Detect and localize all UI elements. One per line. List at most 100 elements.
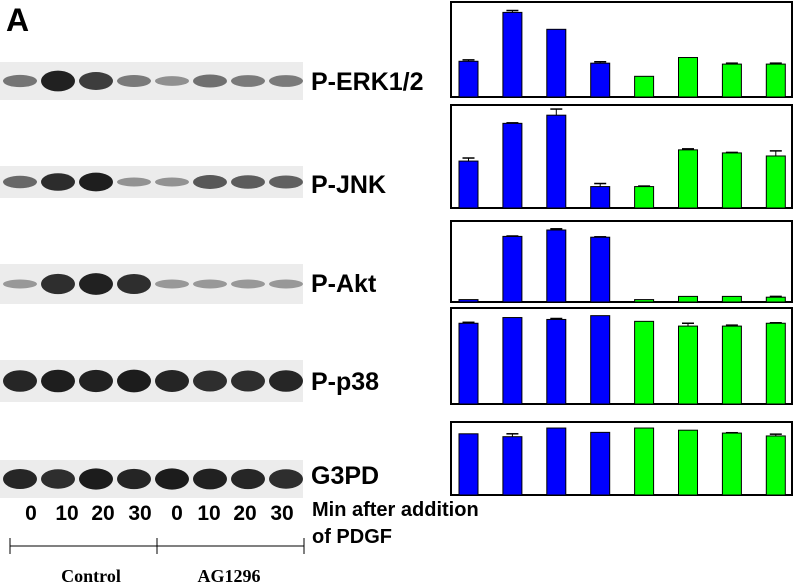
chart-frame-p-jnk [450,104,793,209]
blot-band-g3pd-1 [41,469,75,489]
bar-p-p38-ag1296-0 [634,320,655,405]
error-bar-p-akt-7 [769,295,782,298]
panel-letter: A [6,2,30,38]
time-label-ag1296-30: 30 [270,502,294,525]
error-bar-p-jnk-6 [725,151,738,154]
blot-band-p-akt-5 [193,279,227,289]
blot-band-p-jnk-2 [79,172,113,192]
x-caption-line-2: of PDGF [312,526,392,548]
bar-p-p38-ag1296-30 [765,322,786,405]
time-label-ag1296-20: 20 [233,502,257,525]
blot-strip-p-akt [0,264,303,304]
label-p-akt: P-Akt [311,270,377,298]
blot-band-p-p38-3 [117,369,151,393]
error-bar-p-jnk-0 [462,157,475,162]
error-bar-p-p38-0 [462,321,475,324]
blot-band-p-p38-2 [79,369,113,393]
bar-g3pd-control-30 [590,431,611,496]
blot-band-g3pd-7 [269,469,303,489]
bar-p-erk1-2-ag1296-10 [678,57,698,98]
x-caption-line-1: Min after addition [312,499,479,521]
blot-band-p-akt-1 [41,273,75,295]
error-bar-p-erk1-2-6 [725,62,738,65]
chart-p-erk [450,1,793,98]
bar-g3pd-ag1296-10 [678,429,698,496]
bar-p-erk1-2-control-20 [546,28,567,98]
error-bar-p-erk1-2-0 [462,59,475,62]
label-p-p38: P-p38 [311,368,380,396]
time-label-ag1296-0: 0 [171,502,183,525]
blot-band-p-akt-2 [79,273,113,295]
chart-p-p38 [450,307,793,405]
bar-p-erk1-2-control-0 [458,60,479,98]
chart-frame-g3pd [450,421,793,496]
error-bar-p-erk1-2-7 [769,62,782,65]
error-bar-p-jnk-5 [682,148,694,150]
bar-p-p38-control-30 [590,315,611,405]
blot-band-p-p38-6 [231,370,265,392]
error-bar-p-jnk-1 [506,122,519,124]
blot-band-p-akt-7 [269,279,303,289]
blot-band-p-akt-0 [3,279,37,289]
blot-band-g3pd-5 [193,468,227,490]
bar-p-jnk-ag1296-30 [765,155,786,209]
chart-p-jnk [450,104,793,209]
group-label-control: Control [61,566,121,586]
bar-p-jnk-control-0 [458,160,479,209]
bar-p-erk1-2-ag1296-30 [765,63,786,98]
blot-bands-p-jnk [0,166,303,198]
blot-band-p-p38-0 [3,370,37,392]
chart-frame-p-p38 [450,307,793,405]
bar-g3pd-ag1296-30 [765,435,786,496]
blot-strip-g3pd [0,460,303,498]
error-bar-p-jnk-7 [769,150,782,156]
blot-band-g3pd-0 [3,468,37,490]
bar-g3pd-control-20 [546,427,567,496]
error-bar-g3pd-1 [506,433,519,437]
chart-frame-p-erk1-2 [450,1,793,98]
blot-band-p-p38-7 [269,370,303,392]
time-label-control-10: 10 [55,502,79,525]
bar-p-akt-ag1296-0 [634,299,655,303]
bar-p-jnk-control-30 [590,186,611,209]
bar-p-p38-control-0 [458,322,479,405]
blot-bands-p-akt [0,264,303,304]
bar-p-erk1-2-control-30 [590,62,611,98]
blot-band-p-jnk-7 [269,175,303,189]
time-label-ag1296-10: 10 [197,502,221,525]
bar-p-akt-control-20 [546,229,567,303]
error-bar-p-p38-6 [725,324,738,327]
bar-p-jnk-control-10 [502,122,523,209]
time-label-control-20: 20 [91,502,115,525]
blot-band-p-akt-6 [231,279,265,289]
bar-p-akt-ag1296-20 [721,295,742,303]
bar-p-jnk-ag1296-0 [634,186,655,209]
blot-band-p-akt-3 [117,273,151,295]
blot-band-p-jnk-1 [41,173,75,191]
blot-band-p-jnk-4 [155,177,189,187]
error-bar-g3pd-7 [769,433,782,436]
bar-p-jnk-ag1296-10 [678,149,698,209]
error-bar-p-jnk-3 [594,182,607,187]
blot-band-g3pd-3 [117,468,151,490]
chart-g3pd [450,421,793,496]
bar-p-p38-ag1296-10 [678,325,698,405]
error-bar-p-p38-2 [550,317,563,320]
bar-g3pd-control-0 [458,433,479,496]
blot-band-p-akt-4 [155,279,189,289]
group-label-ag1296: AG1296 [197,566,261,586]
group-bracket [9,538,305,554]
label-p-jnk: P-JNK [311,171,387,199]
bar-p-akt-control-10 [502,235,523,303]
label-g3pd: G3PD [311,462,380,490]
blot-band-g3pd-2 [79,468,113,490]
error-bar-p-p38-5 [682,322,694,327]
bar-g3pd-ag1296-20 [721,432,742,496]
blot-band-p-erk-6 [231,75,265,87]
bar-g3pd-ag1296-0 [634,427,655,496]
bar-p-erk1-2-control-10 [502,11,523,98]
bar-p-akt-ag1296-10 [678,295,698,303]
blot-band-p-p38-5 [193,370,227,392]
blot-bands-g3pd [0,460,303,498]
chart-frame-p-akt [450,220,793,303]
